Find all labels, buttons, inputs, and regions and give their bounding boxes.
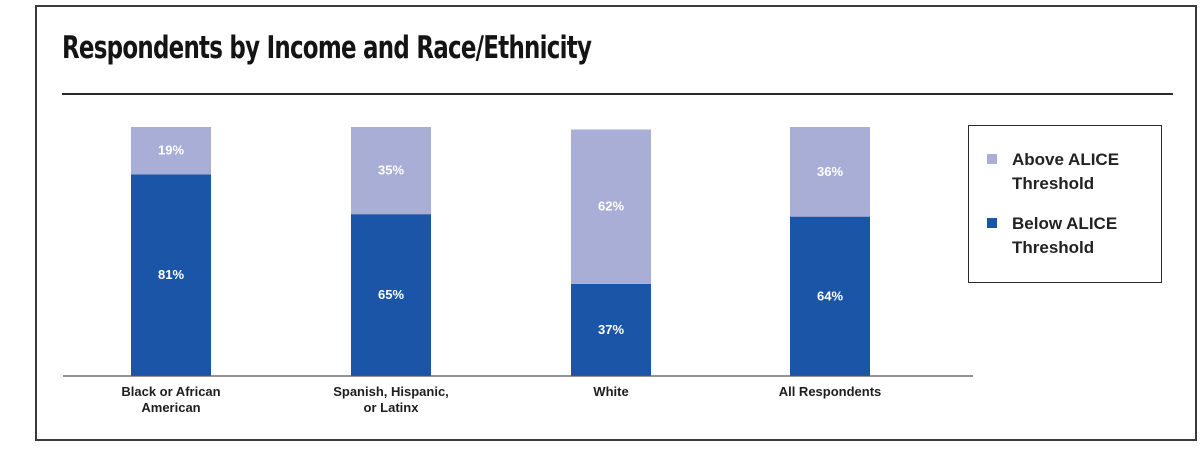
bar-below-3 xyxy=(790,216,870,376)
legend: Above ALICE Threshold Below ALICE Thresh… xyxy=(968,125,1162,283)
legend-label-above: Above ALICE Threshold xyxy=(1012,150,1120,193)
data-label-below-3: 64% xyxy=(817,288,843,303)
legend-item-below: Below ALICE Threshold xyxy=(987,212,1142,260)
data-label-above-1: 35% xyxy=(378,163,404,178)
bar-above-3 xyxy=(790,127,870,217)
data-label-below-0: 81% xyxy=(158,267,184,282)
bar-below-1 xyxy=(351,214,431,376)
category-label-0: Black or African American xyxy=(121,384,220,415)
title-divider xyxy=(62,93,1173,95)
bar-above-0 xyxy=(131,127,211,175)
legend-item-above: Above ALICE Threshold xyxy=(987,148,1142,196)
category-label-line: All Respondents xyxy=(779,384,882,399)
legend-swatch-above xyxy=(987,154,997,164)
category-label-line: Spanish, Hispanic, xyxy=(333,384,449,399)
data-label-above-0: 19% xyxy=(158,143,184,158)
data-label-below-1: 65% xyxy=(378,287,404,302)
category-label-1: Spanish, Hispanic, or Latinx xyxy=(333,384,449,415)
bar-above-1 xyxy=(351,127,431,215)
legend-swatch-below xyxy=(987,218,997,228)
bar-above-2 xyxy=(571,129,651,284)
legend-label-below: Below ALICE Threshold xyxy=(1012,214,1118,257)
bar-below-0 xyxy=(131,174,211,376)
category-label-2: White xyxy=(593,384,628,399)
category-label-3: All Respondents xyxy=(779,384,882,399)
category-label-line: White xyxy=(593,384,628,399)
category-label-line: Black or African xyxy=(121,384,220,399)
data-label-above-3: 36% xyxy=(817,164,843,179)
category-label-line: American xyxy=(141,400,200,415)
category-label-line: or Latinx xyxy=(364,400,420,415)
data-label-below-2: 37% xyxy=(598,322,624,337)
chart-title: Respondents by Income and Race/Ethnicity xyxy=(62,30,592,66)
data-label-above-2: 62% xyxy=(598,199,624,214)
bar-below-2 xyxy=(571,283,651,376)
